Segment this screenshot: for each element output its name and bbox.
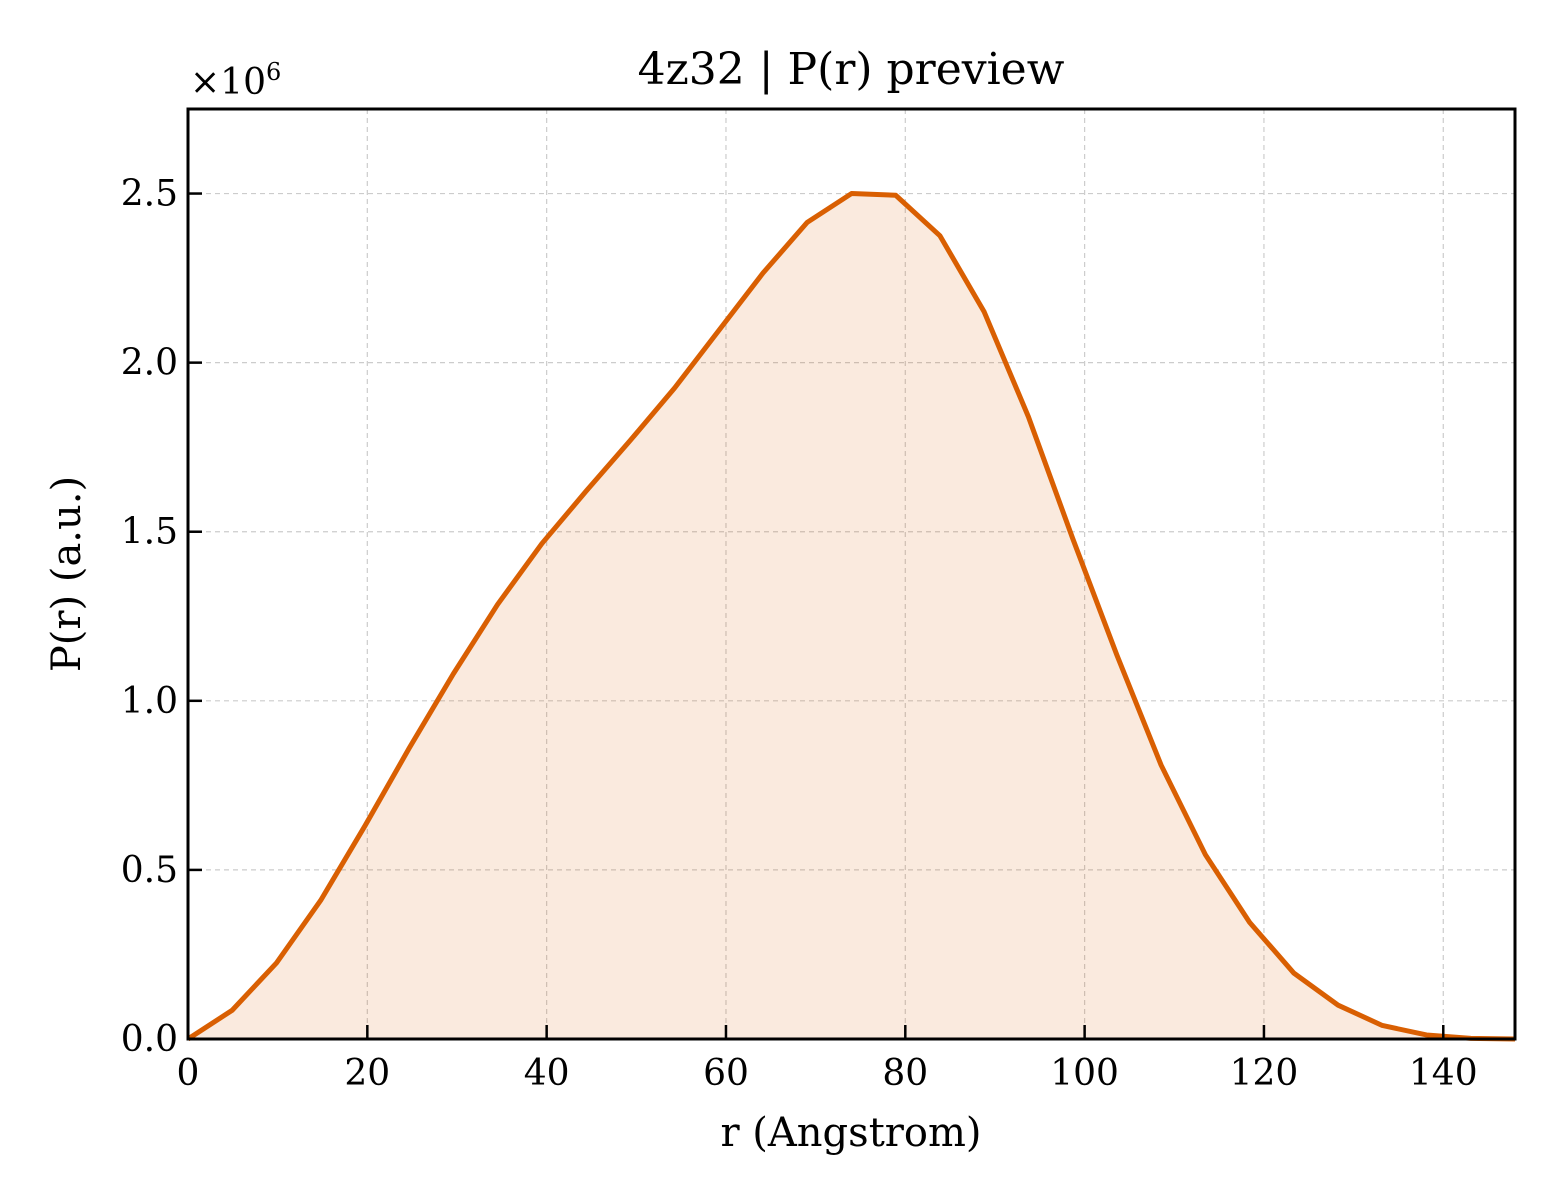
grid-lines (188, 109, 1515, 1039)
x-tick-label: 20 (344, 1053, 390, 1094)
y-axis-multiplier: ×106 (190, 58, 281, 103)
x-axis-label: r (Angstrom) (720, 1110, 981, 1156)
y-tick-label: 1.0 (121, 681, 178, 722)
x-tick-label: 40 (524, 1053, 570, 1094)
y-tick-label: 0.5 (121, 850, 178, 891)
y-tick-label: 2.5 (121, 174, 178, 215)
x-tick-label: 120 (1230, 1053, 1299, 1094)
area-fill (188, 193, 1515, 1040)
x-tick-label: 0 (177, 1053, 200, 1094)
y-tick-label: 2.0 (121, 343, 178, 384)
series-line (186, 191, 1516, 1042)
x-tick-label: 80 (882, 1053, 928, 1094)
plot-frame (186, 107, 1517, 1041)
x-tick-label: 140 (1409, 1053, 1478, 1094)
y-axis-label: P(r) (a.u.) (44, 476, 90, 672)
axis-ticks (186, 192, 1445, 1041)
y-tick-label: 1.5 (121, 512, 178, 553)
chart-title: 4z32 | P(r) preview (638, 44, 1065, 95)
x-tick-label: 60 (703, 1053, 749, 1094)
x-tick-label: 100 (1050, 1053, 1119, 1094)
y-tick-label: 0.0 (121, 1019, 178, 1060)
